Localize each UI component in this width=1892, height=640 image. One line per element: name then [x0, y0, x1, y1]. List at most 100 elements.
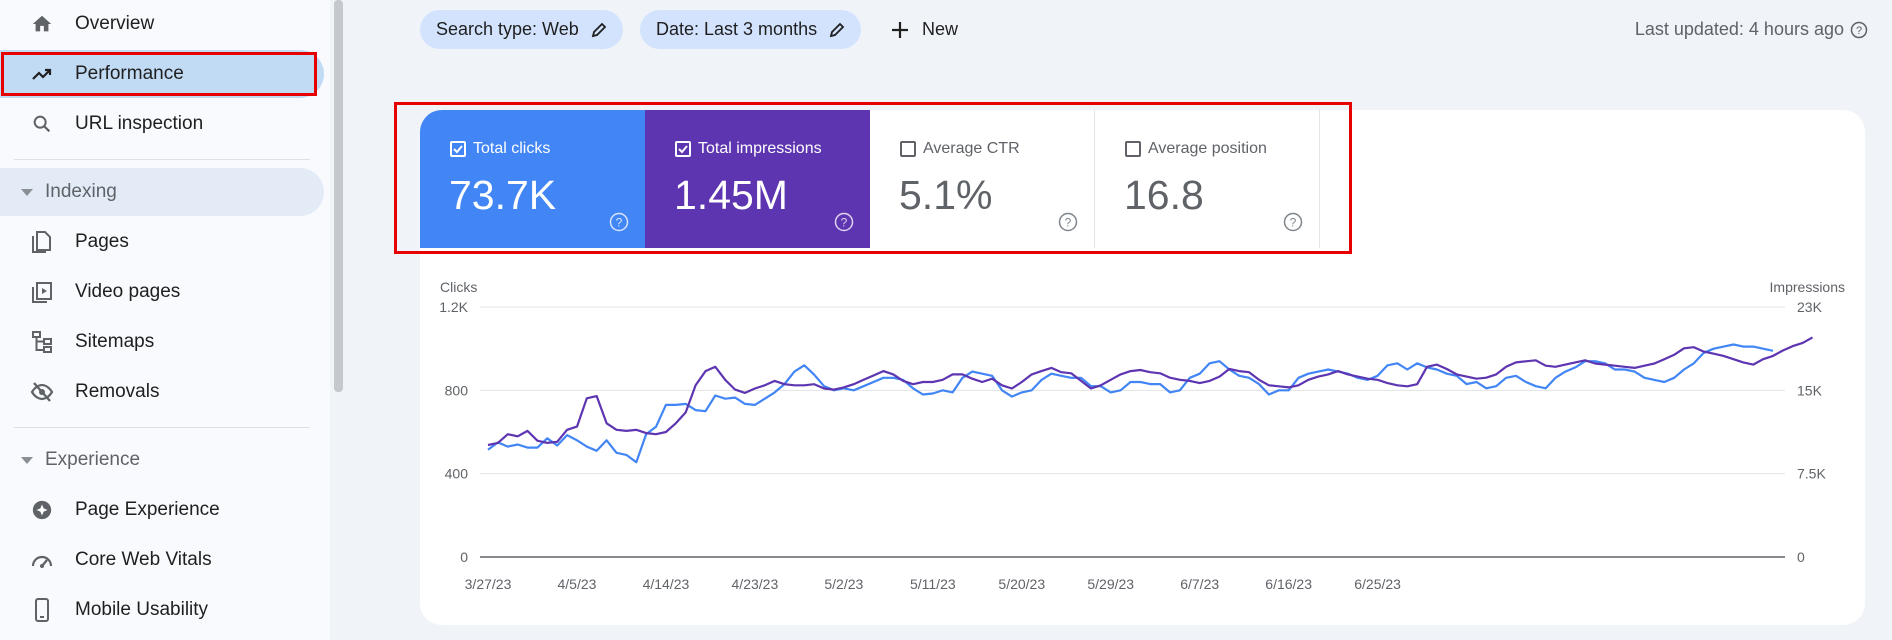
new-filter-button[interactable]: New	[890, 10, 958, 49]
y-tick-label-left: 1.2K	[439, 299, 468, 315]
x-tick-label: 4/14/23	[643, 576, 690, 592]
sidebar-item-url-inspection[interactable]: URL inspection	[0, 100, 324, 148]
sidebar-item-label: Page Experience	[75, 499, 220, 520]
x-tick-label: 6/7/23	[1180, 576, 1219, 592]
section-label: Indexing	[45, 181, 117, 202]
checkbox-checked-icon[interactable]	[450, 141, 466, 157]
metric-total-impressions[interactable]: Total impressions 1.45M ?	[645, 110, 870, 248]
date-chip[interactable]: Date: Last 3 months	[640, 10, 862, 49]
y-tick-label-right: 15K	[1797, 382, 1823, 398]
metric-value: 16.8	[1124, 172, 1204, 218]
trending-up-icon	[30, 62, 54, 86]
x-tick-label: 5/2/23	[824, 576, 863, 592]
last-updated: Last updated: 4 hours ago ?	[1635, 19, 1868, 40]
section-header-indexing[interactable]: Indexing	[0, 168, 324, 216]
checkbox-unchecked-icon[interactable]	[900, 141, 916, 157]
new-label: New	[922, 19, 959, 39]
metric-label: Average CTR	[923, 140, 1020, 157]
chip-label: Search type: Web	[436, 19, 579, 39]
phone-icon	[30, 598, 54, 622]
metric-average-ctr[interactable]: Average CTR 5.1% ?	[870, 110, 1095, 248]
pencil-icon	[591, 22, 607, 38]
page-experience-icon	[30, 498, 54, 522]
metric-average-position[interactable]: Average position 16.8 ?	[1095, 110, 1320, 248]
speedometer-icon	[30, 548, 54, 572]
y-axis-ticks: 0 0 400 7.5K 800 15K 1.2K 23K	[439, 299, 1826, 565]
x-tick-label: 6/25/23	[1354, 576, 1401, 592]
sidebar-item-label: Overview	[75, 13, 155, 34]
metric-label: Total impressions	[698, 140, 822, 157]
y-tick-label-right: 23K	[1797, 299, 1823, 315]
caret-down-icon	[21, 188, 33, 196]
y-tick-label-right: 7.5K	[1797, 466, 1826, 482]
home-icon	[30, 12, 54, 36]
divider	[14, 159, 310, 160]
x-tick-label: 4/23/23	[732, 576, 779, 592]
metric-value: 73.7K	[449, 172, 557, 218]
pages-icon	[30, 230, 54, 254]
x-tick-label: 6/16/23	[1265, 576, 1312, 592]
series-line-clicks	[487, 343, 1774, 464]
help-icon[interactable]: ?	[1283, 212, 1303, 232]
x-tick-label: 3/27/23	[465, 576, 512, 592]
right-axis-label: Impressions	[1770, 279, 1845, 295]
video-pages-icon	[30, 280, 54, 304]
svg-text:?: ?	[1290, 216, 1297, 230]
search-type-chip[interactable]: Search type: Web	[420, 10, 623, 49]
x-tick-label: 4/5/23	[557, 576, 596, 592]
sidebar-item-label: URL inspection	[75, 113, 204, 134]
y-tick-label-left: 400	[445, 466, 469, 482]
x-tick-label: 5/29/23	[1087, 576, 1134, 592]
metric-label: Total clicks	[473, 140, 551, 157]
y-tick-label-right: 0	[1797, 549, 1805, 565]
sidebar-item-overview[interactable]: Overview	[0, 0, 324, 48]
metric-value: 5.1%	[899, 172, 993, 218]
sidebar-item-video-pages[interactable]: Video pages	[0, 268, 324, 316]
sidebar-item-label: Pages	[75, 231, 129, 252]
sidebar-item-label: Mobile Usability	[75, 599, 209, 620]
last-updated-text: Last updated: 4 hours ago	[1634, 19, 1844, 39]
checkbox-checked-icon[interactable]	[675, 141, 691, 157]
sidebar-scrollbar[interactable]	[334, 0, 343, 392]
sidebar-item-pages[interactable]: Pages	[0, 218, 324, 266]
metric-total-clicks[interactable]: Total clicks 73.7K ?	[420, 110, 645, 248]
caret-down-icon	[21, 456, 33, 464]
x-tick-label: 5/20/23	[998, 576, 1045, 592]
sidebar-item-label: Core Web Vitals	[75, 549, 212, 570]
sidebar-item-page-experience[interactable]: Page Experience	[0, 486, 324, 534]
plus-icon	[890, 20, 910, 40]
svg-text:?: ?	[841, 216, 848, 230]
x-axis-ticks: 3/27/23 4/5/23 4/14/23 4/23/23 5/2/23 5/11/23…	[465, 576, 1402, 592]
left-axis-label: Clicks	[440, 279, 477, 295]
svg-text:?: ?	[1856, 25, 1862, 37]
sidebar-item-label: Performance	[75, 63, 184, 84]
y-tick-label-left: 0	[460, 549, 468, 565]
series-line-impressions	[487, 336, 1814, 447]
metric-value: 1.45M	[674, 172, 788, 218]
metric-label: Average position	[1148, 140, 1267, 157]
divider	[14, 427, 310, 428]
checkbox-unchecked-icon[interactable]	[1125, 141, 1141, 157]
search-icon	[30, 112, 54, 136]
sidebar-item-core-web-vitals[interactable]: Core Web Vitals	[0, 536, 324, 584]
chart-lines	[487, 336, 1814, 464]
pencil-icon	[829, 22, 845, 38]
section-header-experience[interactable]: Experience	[0, 436, 324, 484]
y-tick-label-left: 800	[445, 382, 469, 398]
sidebar-item-label: Removals	[75, 381, 160, 402]
help-icon[interactable]: ?	[834, 212, 854, 232]
x-tick-label: 5/11/23	[910, 576, 956, 592]
sidebar-item-mobile-usability[interactable]: Mobile Usability	[0, 586, 324, 634]
svg-text:?: ?	[616, 216, 623, 230]
help-icon[interactable]: ?	[609, 212, 629, 232]
removals-icon	[30, 380, 54, 404]
sidebar-item-removals[interactable]: Removals	[0, 368, 324, 416]
chart-grid	[480, 306, 1785, 558]
svg-text:?: ?	[1065, 216, 1072, 230]
sidebar-item-performance[interactable]: Performance	[0, 50, 324, 98]
sidebar-item-sitemaps[interactable]: Sitemaps	[0, 318, 324, 366]
sidebar-item-label: Video pages	[75, 281, 181, 302]
help-icon[interactable]: ?	[1058, 212, 1078, 232]
sitemaps-icon	[30, 330, 54, 354]
help-icon[interactable]: ?	[1850, 21, 1868, 39]
